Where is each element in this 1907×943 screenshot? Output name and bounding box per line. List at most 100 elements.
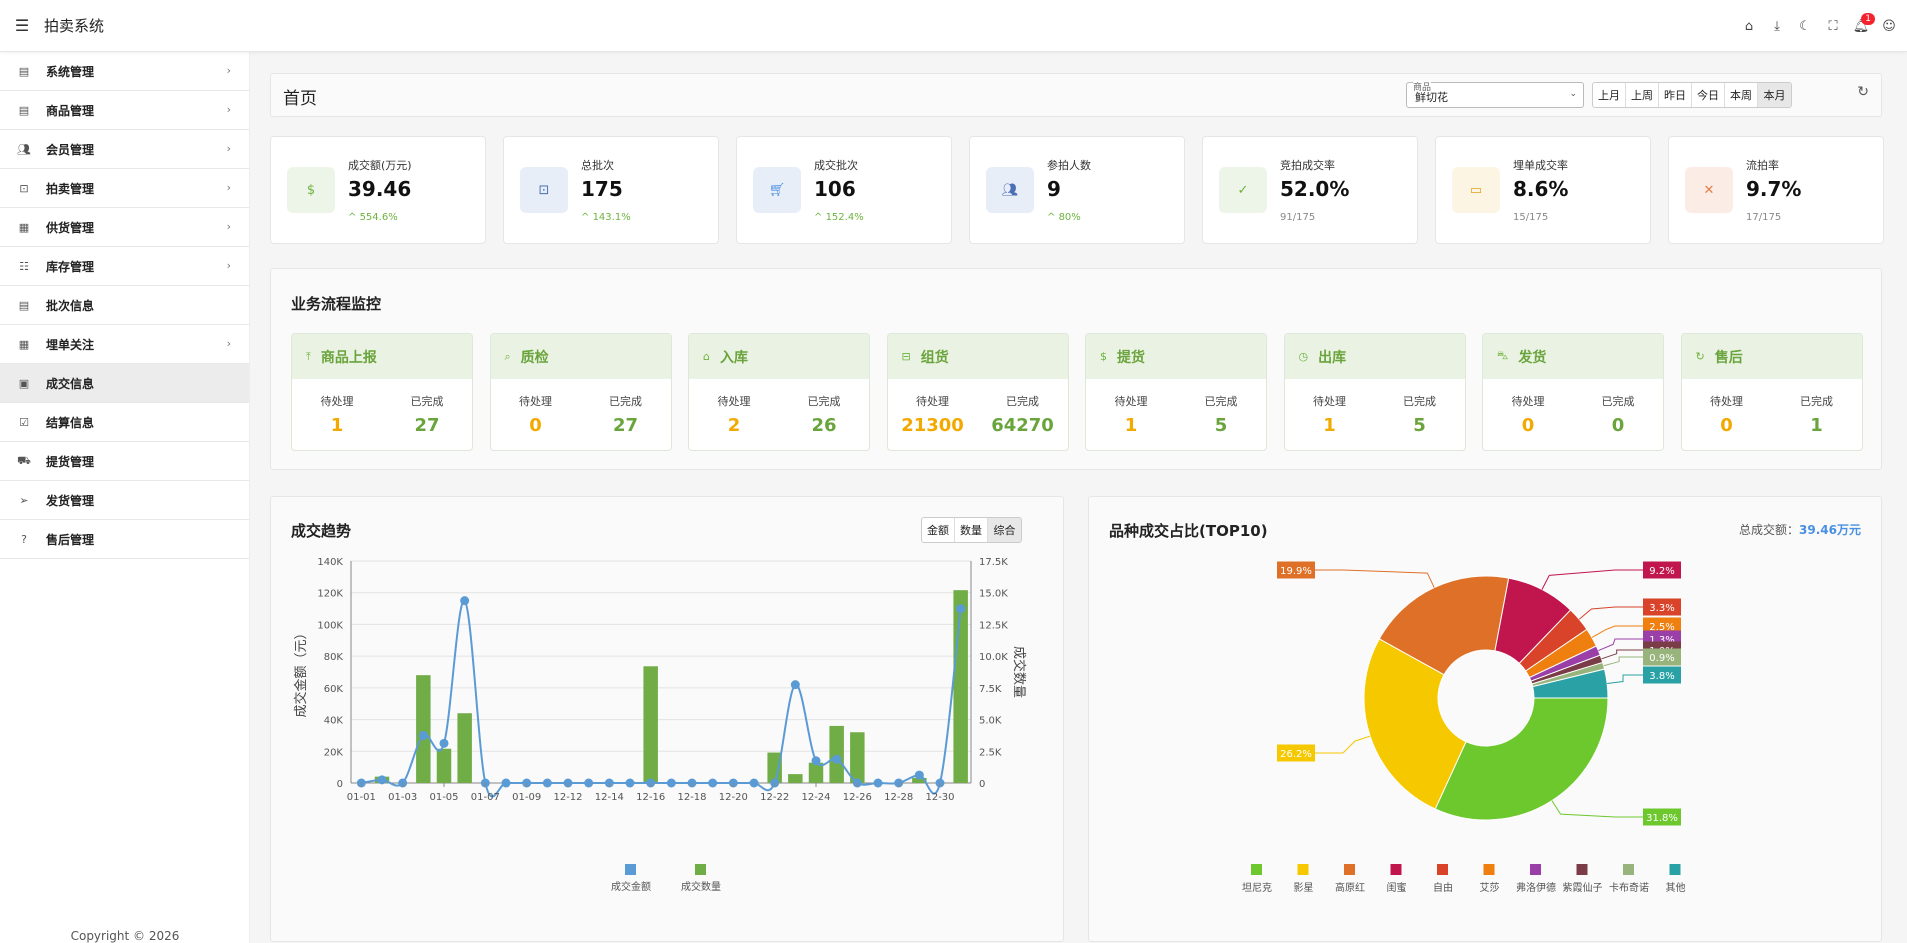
- bell-icon[interactable]: 🔔︎ 1: [1847, 12, 1875, 40]
- trend-toggle-0[interactable]: 金额: [922, 518, 955, 542]
- line-point: [956, 604, 966, 614]
- pending-label: 待处理: [916, 395, 949, 408]
- stat-label: 流拍率: [1746, 159, 1779, 172]
- sidebar-item-label: 发货管理: [46, 493, 95, 508]
- stat-card: ✕ 流拍率 9.7% 17/175: [1668, 136, 1884, 244]
- sidebar-item-9[interactable]: ☑ 结算信息: [0, 403, 249, 442]
- inbox-icon: ⊡: [19, 181, 29, 195]
- done-value: 0: [1611, 415, 1625, 436]
- y-tick-label: 120K: [317, 589, 343, 600]
- range-button-5[interactable]: 本月: [1758, 83, 1791, 107]
- sidebar-item-label: 商品管理: [46, 103, 95, 118]
- flow-stage-card[interactable]: ⌂ 入库 待处理 2 已完成 26: [688, 333, 870, 451]
- menu-toggle-icon[interactable]: ☰: [14, 16, 30, 35]
- sidebar-item-7[interactable]: ▦ 埋单关注 ›: [0, 325, 249, 364]
- range-button-4[interactable]: 本周: [1725, 83, 1758, 107]
- flow-stage-card[interactable]: ↻ 售后 待处理 0 已完成 1: [1680, 333, 1863, 451]
- y-tick-label: 20K: [324, 747, 344, 758]
- y2-tick-label: 7.5K: [979, 684, 1002, 695]
- line-point: [749, 778, 759, 788]
- flow-stage-header: $ 提货: [1086, 334, 1266, 379]
- pie-label-box: [1643, 617, 1681, 635]
- sidebar-item-10[interactable]: ⛟ 提货管理: [0, 442, 249, 481]
- flow-stage-label: 提货: [1117, 349, 1145, 366]
- sidebar-item-12[interactable]: ? 售后管理: [0, 520, 249, 559]
- chevron-down-icon: ⌄: [1569, 89, 1577, 99]
- stat-sub-value: 91/175: [1280, 212, 1316, 223]
- check-square-icon: ☑: [19, 415, 29, 429]
- flow-stage-header: ◷ 出库: [1284, 334, 1465, 379]
- download-icon[interactable]: ⤓: [1774, 18, 1780, 34]
- range-button-0[interactable]: 上月: [1593, 83, 1626, 107]
- bar-quantity: [808, 762, 824, 783]
- sidebar-item-2[interactable]: 👥︎ 会员管理 ›: [0, 130, 249, 169]
- range-button-2[interactable]: 昨日: [1659, 83, 1692, 107]
- pending-column: 待处理 0: [1483, 379, 1573, 436]
- flow-stage-card[interactable]: ◷ 出库 待处理 1 已完成 5: [1283, 333, 1466, 451]
- y2-tick-label: 5.0K: [979, 716, 1002, 727]
- chevron-right-icon: ›: [226, 259, 231, 272]
- sidebar-item-6[interactable]: ▤ 批次信息: [0, 286, 249, 325]
- legend-label: 影星: [1294, 882, 1314, 894]
- product-select[interactable]: 商品 鲜切花 ⌄: [1406, 80, 1584, 108]
- range-button-3[interactable]: 今日: [1692, 83, 1725, 107]
- pie-label: 31.8%: [1646, 813, 1678, 824]
- line-point: [584, 778, 594, 788]
- trend-toggle-2[interactable]: 综合: [988, 518, 1021, 542]
- x-tick-label: 01-05: [429, 792, 458, 803]
- sidebar-item-5[interactable]: ☷ 库存管理 ›: [0, 247, 249, 286]
- sidebar-item-4[interactable]: ▦ 供货管理 ›: [0, 208, 249, 247]
- sidebar-item-0[interactable]: ▤ 系统管理 ›: [0, 52, 249, 91]
- pending-label: 待处理: [320, 395, 354, 408]
- box-icon: ⊟: [901, 350, 911, 363]
- flow-stage-label: 入库: [719, 349, 748, 366]
- legend-swatch: [1530, 864, 1541, 875]
- bar-quantity: [953, 590, 968, 783]
- bar-quantity: [457, 713, 472, 783]
- home-icon[interactable]: ⌂: [1744, 18, 1754, 34]
- range-button-1[interactable]: 上周: [1626, 83, 1659, 107]
- legend-label: 坦尼克: [1242, 881, 1272, 894]
- pie-label: 9.2%: [1649, 566, 1674, 577]
- x-tick-label: 01-03: [388, 792, 417, 803]
- sidebar-item-8[interactable]: ▣ 成交信息: [0, 364, 249, 403]
- sidebar-item-3[interactable]: ⊡ 拍卖管理 ›: [0, 169, 249, 208]
- flow-stage-card[interactable]: ⌕ 质检 待处理 0 已完成 27: [489, 333, 672, 451]
- pending-column: 待处理 21300: [888, 379, 978, 436]
- refresh-icon[interactable]: ↻: [1857, 84, 1869, 100]
- sidebar-item-1[interactable]: ▤ 商品管理 ›: [0, 91, 249, 130]
- line-point: [873, 778, 883, 788]
- done-value: 27: [414, 415, 440, 436]
- pending-value: 2: [727, 415, 741, 436]
- done-label: 已完成: [1403, 395, 1436, 408]
- pie-slice: [1434, 697, 1609, 821]
- user-icon[interactable]: ☺: [1882, 18, 1896, 34]
- trend-up-icon: ^: [581, 212, 593, 223]
- line-point: [460, 596, 470, 606]
- users-icon: 👥︎: [986, 167, 1034, 213]
- fullscreen-icon[interactable]: ⛶: [1828, 18, 1838, 34]
- pending-label: 待处理: [1114, 395, 1148, 408]
- flow-stage-label: 商品上报: [320, 349, 377, 366]
- sidebar-item-11[interactable]: ➢ 发货管理: [0, 481, 249, 520]
- flow-stage-stats: 待处理 1 已完成 27: [292, 379, 472, 436]
- flow-stage-card[interactable]: ⤒ 商品上报 待处理 1 已完成 27: [291, 333, 473, 451]
- stat-value: 9: [1047, 177, 1061, 201]
- pie-label: 19.9%: [1280, 566, 1312, 577]
- flow-stage-card[interactable]: ⊟ 组货 待处理 21300 已完成 64270: [886, 333, 1069, 451]
- done-label: 已完成: [609, 395, 642, 408]
- pie-label: 0.9%: [1649, 653, 1674, 664]
- stat-card: 👥︎ 参拍人数 9 ^ 80%: [969, 136, 1185, 244]
- bar-quantity: [643, 666, 658, 783]
- dark-mode-icon[interactable]: ☾: [1799, 18, 1811, 34]
- sidebar-item-label: 库存管理: [46, 259, 95, 274]
- trend-toggle-1[interactable]: 数量: [955, 518, 988, 542]
- stat-value: 175: [581, 177, 623, 201]
- flow-stage-card[interactable]: $ 提货 待处理 1 已完成 5: [1085, 333, 1267, 451]
- done-column: 已完成 1: [1772, 379, 1862, 436]
- stat-card: ▭ 埋单成交率 8.6% 15/175: [1435, 136, 1651, 244]
- done-column: 已完成 5: [1176, 379, 1266, 436]
- sidebar-item-label: 结算信息: [46, 415, 95, 430]
- total-value: 39.46万元: [1799, 523, 1861, 537]
- flow-stage-card[interactable]: ⛍ 发货 待处理 0 已完成 0: [1482, 333, 1664, 451]
